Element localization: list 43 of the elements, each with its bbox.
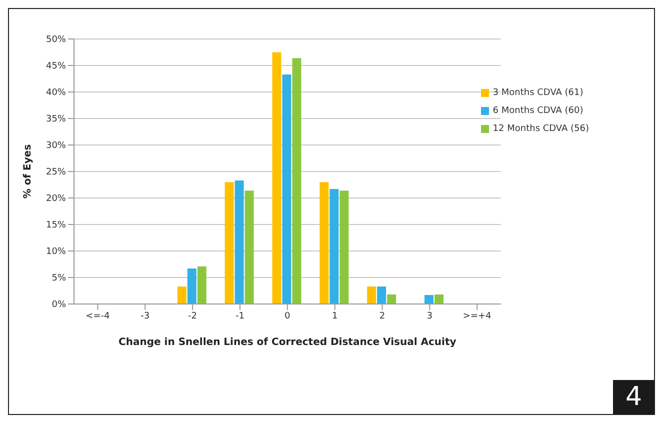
y-tick-label: 30% xyxy=(46,141,66,152)
x-tick-label: -3 xyxy=(140,311,150,322)
y-tick-label: 35% xyxy=(46,114,66,125)
x-tick-label: -1 xyxy=(235,311,244,322)
y-tick-label: 10% xyxy=(46,247,66,258)
bar xyxy=(244,190,254,304)
bar xyxy=(434,294,444,304)
bar xyxy=(234,180,244,304)
x-tick-label: 0 xyxy=(284,311,291,322)
y-tick-label: 5% xyxy=(52,274,66,284)
x-tick-label: >=+4 xyxy=(462,311,492,322)
bar xyxy=(330,188,339,304)
bar xyxy=(224,182,234,304)
y-tick-label: 45% xyxy=(46,62,66,72)
bar xyxy=(197,266,206,304)
bar xyxy=(377,286,386,304)
y-tick-label: 50% xyxy=(46,35,66,46)
bar xyxy=(292,58,302,304)
x-tick-label: -2 xyxy=(188,311,198,322)
bar xyxy=(340,190,349,304)
bar xyxy=(282,74,292,304)
bar xyxy=(177,286,186,304)
x-tick-label: <=-4 xyxy=(86,311,110,322)
legend-label: 12 Months CDVA (56) xyxy=(492,124,589,134)
bar xyxy=(367,286,376,304)
y-tick-label: 20% xyxy=(46,194,66,204)
bar xyxy=(424,294,434,304)
y-axis-title: % of Eyes xyxy=(22,144,34,199)
x-tick-label: 3 xyxy=(426,311,433,322)
y-tick-label: 40% xyxy=(46,88,66,98)
legend-label: 6 Months CDVA (60) xyxy=(492,106,584,116)
bar xyxy=(320,182,329,304)
bar xyxy=(187,268,196,304)
bar xyxy=(272,52,282,304)
y-tick-label: 25% xyxy=(46,168,66,178)
y-tick-label: 15% xyxy=(46,220,66,231)
x-axis-title: Change in Snellen Lines of Corrected Distance Visual Acuity xyxy=(118,337,457,348)
bar xyxy=(387,294,396,304)
y-tick-label: 0% xyxy=(52,300,66,310)
x-tick-label: 2 xyxy=(379,311,386,322)
legend-label: 3 Months CDVA (61) xyxy=(492,88,584,98)
x-tick-label: 1 xyxy=(332,311,338,322)
text: 4 xyxy=(613,380,654,414)
